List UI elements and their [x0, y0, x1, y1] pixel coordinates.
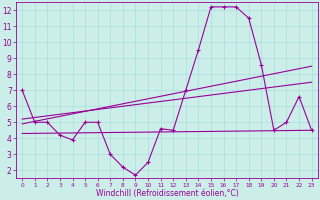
X-axis label: Windchill (Refroidissement éolien,°C): Windchill (Refroidissement éolien,°C) [96, 189, 238, 198]
